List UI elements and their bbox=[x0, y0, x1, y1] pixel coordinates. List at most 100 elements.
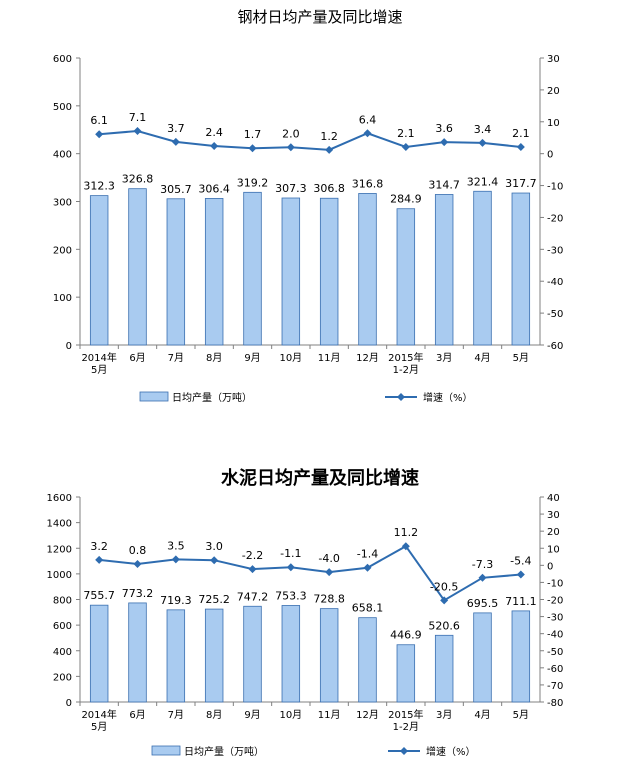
legend-bar-label: 日均产量（万吨） bbox=[172, 391, 252, 404]
growth-rate-marker bbox=[286, 563, 295, 572]
growth-rate-line bbox=[99, 544, 521, 602]
growth-rate-marker bbox=[248, 565, 257, 574]
growth-rate-label: 2.0 bbox=[282, 127, 300, 140]
right-axis-tick-label: 20 bbox=[547, 527, 560, 538]
x-axis-tick-label: 12月 bbox=[356, 352, 379, 364]
growth-rate-label: 6.1 bbox=[90, 114, 108, 127]
right-axis-tick-label: 10 bbox=[547, 118, 560, 129]
left-axis-tick-label: 500 bbox=[53, 102, 72, 113]
growth-rate-label: 3.6 bbox=[435, 122, 453, 135]
growth-rate-label: 6.4 bbox=[359, 113, 377, 126]
bar bbox=[319, 608, 339, 703]
x-axis-tick-label: 11月 bbox=[318, 709, 341, 721]
bar bbox=[434, 634, 454, 703]
right-axis-tick-label: -60 bbox=[547, 341, 563, 352]
bar bbox=[166, 609, 186, 703]
right-axis-tick-label: -30 bbox=[547, 613, 563, 624]
right-axis-tick-label: -20 bbox=[547, 213, 563, 224]
bar-value-label: 284.9 bbox=[390, 193, 422, 206]
bar-value-label: 773.2 bbox=[122, 587, 154, 600]
left-axis-tick-label: 400 bbox=[53, 150, 72, 161]
growth-rate-label: 2.1 bbox=[397, 127, 415, 140]
bar bbox=[319, 197, 339, 346]
bar-value-label: 446.9 bbox=[390, 629, 422, 642]
left-axis-tick-label: 1600 bbox=[47, 493, 72, 504]
growth-rate-marker bbox=[171, 137, 180, 146]
growth-rate-label: -2.2 bbox=[242, 549, 263, 562]
growth-rate-marker bbox=[440, 138, 449, 147]
bar-value-label: 312.3 bbox=[83, 180, 115, 193]
x-axis-tick-label: 8月 bbox=[206, 352, 222, 364]
legend-line-label: 增速（%） bbox=[423, 391, 473, 404]
x-axis-tick-label: 8月 bbox=[206, 709, 222, 721]
left-axis-tick-label: 800 bbox=[53, 596, 72, 607]
right-axis-tick-label: 40 bbox=[547, 493, 560, 504]
legend-line-label: 增速（%） bbox=[426, 745, 476, 758]
bar-value-label: 658.1 bbox=[352, 602, 384, 615]
right-axis-tick-label: 0 bbox=[547, 561, 553, 572]
growth-rate-marker bbox=[516, 142, 525, 151]
growth-rate-label: -7.3 bbox=[472, 558, 493, 571]
growth-rate-marker bbox=[516, 570, 525, 579]
bar bbox=[511, 192, 531, 346]
right-axis-tick-label: -10 bbox=[547, 578, 563, 589]
left-axis-tick-label: 300 bbox=[53, 198, 72, 209]
growth-rate-label: -1.1 bbox=[280, 547, 301, 560]
left-axis-tick-label: 100 bbox=[53, 293, 72, 304]
growth-rate-label: -20.5 bbox=[430, 580, 458, 593]
x-axis-tick-label: 10月 bbox=[279, 352, 302, 364]
x-axis-tick-label: 6月 bbox=[129, 352, 145, 364]
right-axis-tick-label: 20 bbox=[547, 86, 560, 97]
bar-value-label: 307.3 bbox=[275, 182, 307, 195]
bar bbox=[89, 195, 109, 346]
left-axis-tick-label: 1400 bbox=[47, 519, 72, 530]
growth-rate-marker bbox=[210, 556, 219, 565]
bar-value-label: 326.8 bbox=[122, 173, 154, 186]
bar bbox=[434, 194, 454, 346]
right-axis-tick-label: -70 bbox=[547, 681, 563, 692]
cement-chart-title: 水泥日均产量及同比增速 bbox=[221, 468, 419, 489]
bar bbox=[358, 617, 377, 703]
growth-rate-marker bbox=[95, 555, 104, 564]
x-axis-tick-label: 2015年 1-2月 bbox=[388, 708, 423, 733]
growth-rate-label: 3.2 bbox=[90, 540, 108, 553]
bar bbox=[511, 610, 531, 703]
left-axis-tick-label: 400 bbox=[53, 647, 72, 658]
x-axis-tick-label: 4月 bbox=[474, 352, 490, 364]
growth-rate-marker bbox=[401, 142, 410, 151]
x-axis-tick-label: 2014年 5月 bbox=[81, 351, 116, 376]
legend-line-marker bbox=[400, 747, 408, 755]
growth-rate-marker bbox=[401, 542, 410, 551]
x-axis-tick-label: 7月 bbox=[168, 352, 184, 364]
growth-rate-marker bbox=[95, 130, 104, 139]
bar-value-label: 321.4 bbox=[467, 175, 499, 188]
bar-value-label: 753.3 bbox=[275, 589, 307, 602]
left-axis-tick-label: 1200 bbox=[47, 544, 72, 555]
x-axis-tick-label: 10月 bbox=[279, 709, 302, 721]
left-axis-tick-label: 0 bbox=[66, 341, 72, 352]
growth-rate-marker bbox=[248, 144, 257, 153]
bar-value-label: 747.2 bbox=[237, 590, 269, 603]
growth-rate-marker bbox=[478, 138, 487, 147]
growth-rate-label: 1.7 bbox=[244, 128, 262, 141]
x-axis-tick-label: 5月 bbox=[513, 352, 529, 364]
bar-value-label: 711.1 bbox=[505, 595, 537, 608]
growth-rate-marker bbox=[325, 145, 334, 154]
growth-rate-marker bbox=[440, 596, 449, 605]
steel-chart-title: 钢材日均产量及同比增速 bbox=[237, 8, 403, 26]
bar bbox=[128, 602, 147, 703]
growth-rate-line bbox=[99, 130, 521, 151]
growth-rate-marker bbox=[133, 559, 142, 568]
right-axis-tick-label: -50 bbox=[547, 309, 563, 320]
bar-value-label: 306.4 bbox=[198, 182, 230, 195]
x-axis-tick-label: 6月 bbox=[129, 709, 145, 721]
growth-rate-label: 3.0 bbox=[205, 540, 223, 553]
bar-value-label: 305.7 bbox=[160, 183, 192, 196]
left-axis-tick-label: 0 bbox=[66, 698, 72, 709]
bar-value-label: 317.7 bbox=[505, 177, 537, 190]
bar-value-label: 319.2 bbox=[237, 176, 269, 189]
left-axis-tick-label: 600 bbox=[53, 621, 72, 632]
bar bbox=[396, 644, 416, 703]
bar bbox=[473, 612, 492, 703]
